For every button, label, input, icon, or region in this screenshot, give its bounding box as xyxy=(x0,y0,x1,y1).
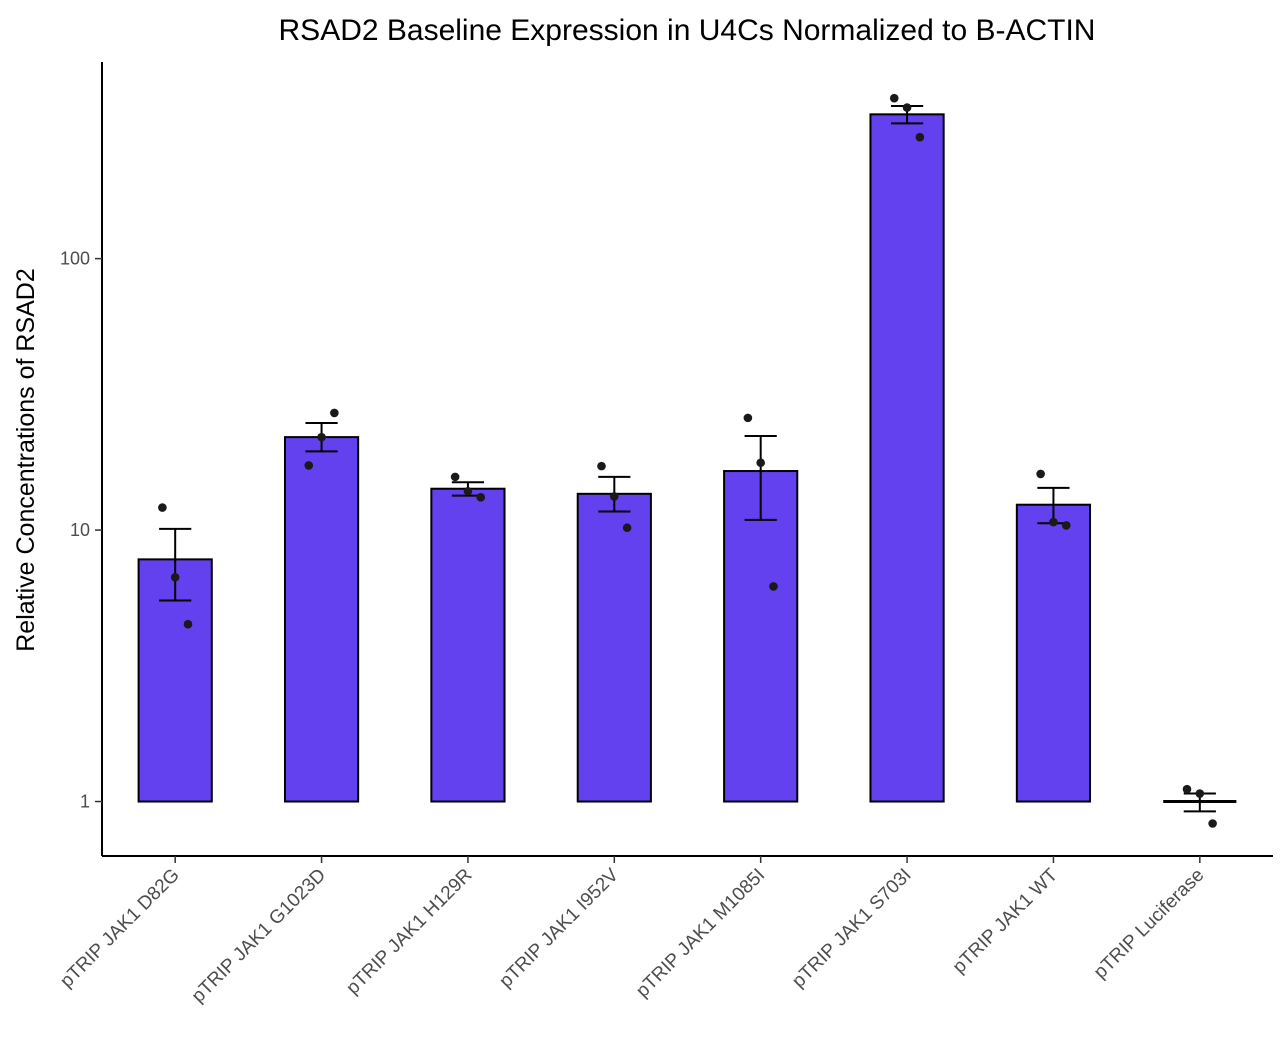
bars-layer xyxy=(137,113,1237,804)
data-point xyxy=(769,582,778,591)
data-point xyxy=(1182,784,1192,794)
data-point xyxy=(1036,469,1045,479)
data-point xyxy=(915,132,925,142)
bar xyxy=(869,113,945,803)
data-point xyxy=(743,413,753,423)
data-point xyxy=(183,619,193,629)
data-point xyxy=(756,458,765,468)
x-tick-label: pTRIP JAK1 WT xyxy=(949,864,1062,977)
data-point xyxy=(1195,789,1205,798)
data-point xyxy=(170,572,180,582)
data-point xyxy=(317,432,326,442)
bar xyxy=(576,492,652,803)
data-point xyxy=(450,472,460,482)
bar xyxy=(283,436,360,803)
points-layer xyxy=(158,93,1217,828)
x-tick-label: pTRIP JAK1 G1023D xyxy=(188,865,330,1007)
data-point xyxy=(463,486,473,496)
data-point xyxy=(889,93,899,103)
error-bars-layer xyxy=(159,104,1216,813)
y-axis-label: Relative Concentrations of RSAD2 xyxy=(12,268,40,652)
data-point xyxy=(158,503,167,512)
chart-title: RSAD2 Baseline Expression in U4Cs Normal… xyxy=(279,14,1096,47)
data-point xyxy=(622,523,632,533)
data-point xyxy=(1208,819,1217,828)
x-tick-label: pTRIP JAK1 D82G xyxy=(56,865,183,992)
data-point xyxy=(610,492,619,501)
y-tick-label: 10 xyxy=(70,520,90,540)
bar xyxy=(1015,503,1092,803)
data-point xyxy=(902,103,912,112)
data-point xyxy=(1049,517,1058,527)
bar xyxy=(430,487,506,803)
data-point xyxy=(330,408,339,418)
x-tick-label: pTRIP JAK1 M1085I xyxy=(632,865,769,1002)
data-point xyxy=(597,461,606,471)
y-tick-label: 100 xyxy=(60,249,90,269)
x-tick-label: pTRIP JAK1 H129R xyxy=(342,865,476,999)
x-tick-label: pTRIP Luciferase xyxy=(1090,865,1208,983)
data-point xyxy=(304,461,314,470)
data-point xyxy=(1061,521,1071,530)
x-tick-label: pTRIP JAK1 I952V xyxy=(495,864,623,992)
x-tick-label: pTRIP JAK1 S703I xyxy=(788,865,915,992)
bar xyxy=(723,470,799,803)
data-point xyxy=(476,493,486,502)
y-tick-label: 1 xyxy=(80,792,90,812)
axes-layer xyxy=(101,62,1273,857)
